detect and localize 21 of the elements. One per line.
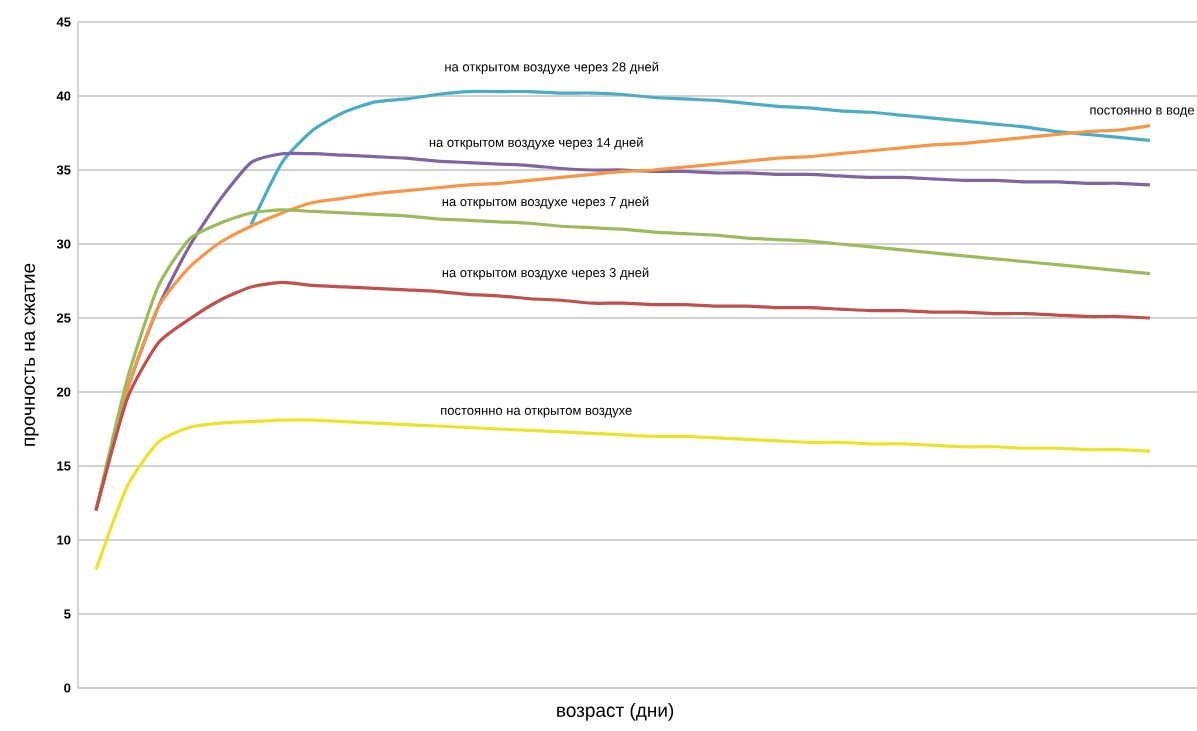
y-tick-label: 20 bbox=[56, 387, 71, 397]
y-tick-label: 10 bbox=[57, 535, 71, 545]
line-series bbox=[249, 89, 1152, 227]
series-label: постоянно на открытом воздухе bbox=[441, 407, 632, 418]
series-label: постоянно в воде bbox=[1090, 107, 1194, 118]
y-tick-label: 0 bbox=[64, 683, 71, 693]
series-label: на открытом воздухе через 28 дней bbox=[445, 61, 659, 75]
series-label: на открытом воздухе через 3 дней bbox=[442, 267, 649, 280]
y-tick-label: 30 bbox=[56, 239, 71, 249]
y-tick-label: 45 bbox=[56, 17, 71, 27]
y-axis-title: прочность на сжатие bbox=[24, 263, 39, 446]
y-tick-label: 5 bbox=[64, 609, 71, 619]
y-tick-label: 25 bbox=[56, 313, 71, 323]
x-axis-title: возраст (дни) bbox=[557, 703, 674, 721]
line-series bbox=[94, 418, 1152, 572]
y-tick-label: 15 bbox=[57, 461, 71, 471]
y-tick-label: 35 bbox=[56, 165, 71, 175]
y-tick-label: 40 bbox=[56, 91, 71, 101]
series-label: на открытом воздухе через 7 дней bbox=[442, 196, 649, 209]
line-series bbox=[94, 280, 1152, 512]
series-label: на открытом воздухе через 14 дней bbox=[429, 137, 643, 150]
